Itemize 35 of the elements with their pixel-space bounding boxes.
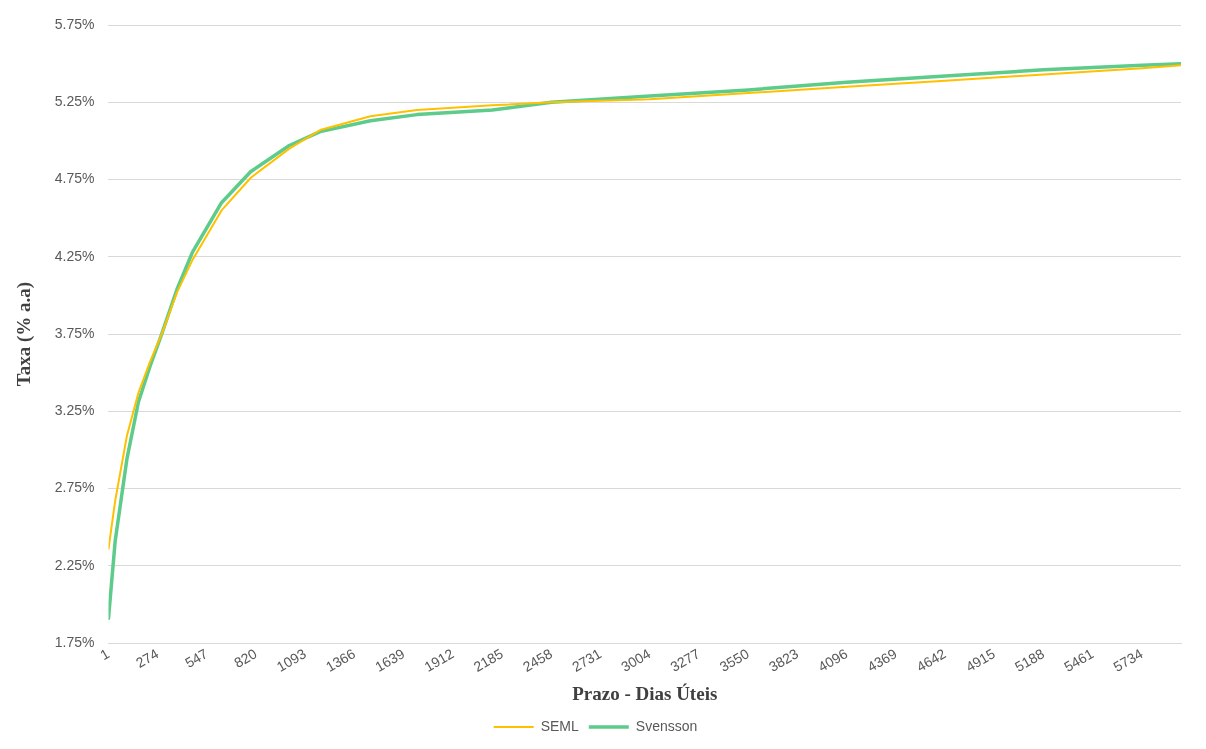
x-tick-label: 3550: [716, 645, 752, 675]
x-tick-label: 547: [182, 645, 211, 671]
x-axis-title: Prazo - Dias Úteis: [572, 682, 718, 704]
y-tick-label: 4.75%: [54, 170, 95, 187]
x-tick-label: 4096: [815, 645, 851, 675]
x-tick-label: 5188: [1012, 645, 1048, 675]
x-tick-label: 4642: [913, 645, 949, 675]
x-tick-label: 274: [132, 645, 162, 671]
y-tick-label: 5.25%: [54, 93, 95, 110]
legend-label: Svensson: [635, 717, 698, 734]
x-tick-label: 3823: [766, 645, 802, 675]
x-tick-label: 1093: [273, 645, 309, 675]
x-tick-label: 4369: [864, 645, 900, 675]
y-tick-label: 3.75%: [54, 324, 95, 341]
x-tick-label: 1366: [323, 645, 359, 675]
x-tick-label: 1: [97, 645, 113, 664]
x-tick-label: 5461: [1061, 645, 1097, 675]
y-tick-label: 5.75%: [54, 15, 95, 32]
x-tick-label: 5734: [1110, 645, 1146, 675]
y-axis-title: Taxa (% a.a): [13, 281, 36, 387]
x-tick-label: 2731: [569, 645, 605, 675]
x-tick-label: 3004: [618, 645, 654, 675]
y-tick-label: 2.25%: [54, 556, 95, 573]
y-tick-label: 4.25%: [54, 247, 95, 264]
y-tick-label: 3.25%: [54, 402, 95, 419]
x-tick-label: 3277: [667, 645, 703, 675]
legend-label: SEML: [540, 717, 580, 734]
x-tick-label: 2185: [470, 645, 506, 675]
x-tick-label: 4915: [962, 645, 999, 675]
x-tick-label: 2458: [519, 645, 556, 675]
x-tick-label: 1639: [372, 645, 408, 675]
y-tick-label: 1.75%: [54, 633, 95, 650]
x-tick-label: 820: [231, 645, 260, 671]
y-tick-label: 2.75%: [54, 479, 95, 496]
x-tick-label: 1912: [421, 645, 457, 675]
